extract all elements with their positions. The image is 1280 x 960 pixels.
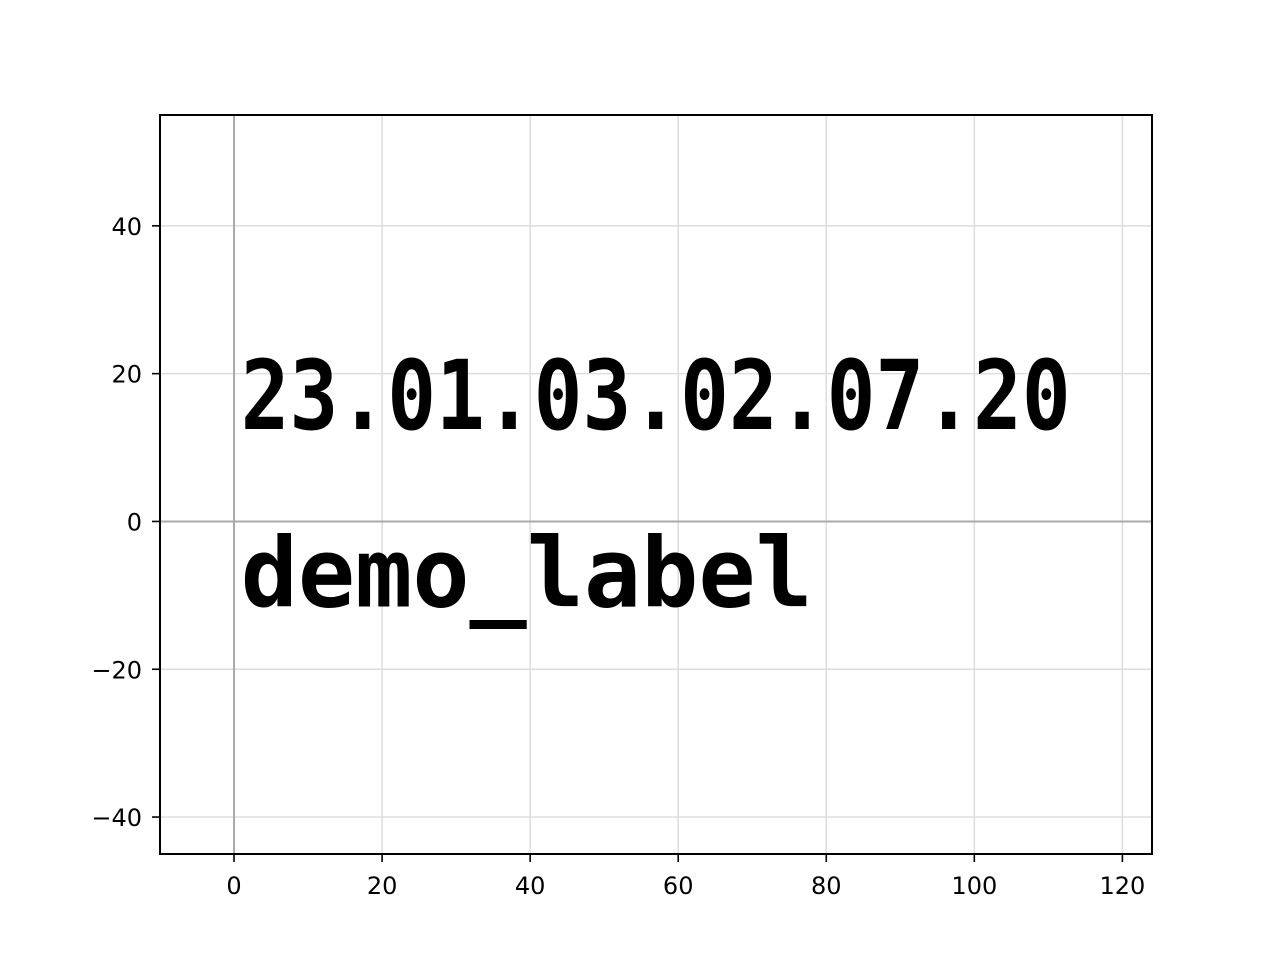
y-tick-label: 0 <box>127 508 142 536</box>
x-tick-label: 120 <box>1099 872 1145 900</box>
annotation-label-text: demo_label <box>241 517 813 629</box>
x-tick-label: 80 <box>811 872 842 900</box>
x-tick-label: 40 <box>515 872 546 900</box>
x-tick-label: 60 <box>663 872 694 900</box>
y-tick-label: 40 <box>111 213 142 241</box>
y-tick-label: −40 <box>91 804 142 832</box>
y-tick-label: −20 <box>91 656 142 684</box>
annotation-date-text: 23.01.03.02.07.20 <box>241 340 1071 452</box>
x-tick-label: 20 <box>367 872 398 900</box>
y-tick-label: 20 <box>111 361 142 389</box>
x-tick-label: 100 <box>951 872 997 900</box>
reference-lines <box>160 115 1152 854</box>
axis-ticks: 0 20 40 60 80 100 120 −40 −20 0 20 40 <box>91 213 1145 900</box>
x-tick-label: 0 <box>226 872 241 900</box>
plot-frame <box>159 114 1153 855</box>
annotations: 23.01.03.02.07.20 demo_label <box>241 340 1071 629</box>
